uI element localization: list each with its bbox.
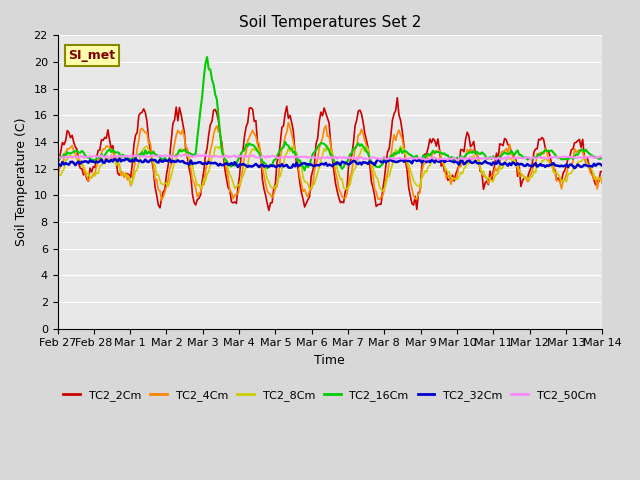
TC2_4Cm <box>363 143 371 149</box>
TC2_4Cm <box>157 197 165 203</box>
TC2_2Cm <box>509 152 516 157</box>
Line: TC2_2Cm: TC2_2Cm <box>58 98 602 210</box>
TC2_8Cm <box>502 157 510 163</box>
TC2_2Cm <box>598 168 606 174</box>
TC2_32Cm <box>361 160 369 166</box>
Legend: TC2_2Cm, TC2_4Cm, TC2_8Cm, TC2_16Cm, TC2_32Cm, TC2_50Cm: TC2_2Cm, TC2_4Cm, TC2_8Cm, TC2_16Cm, TC2… <box>59 385 601 405</box>
Line: TC2_32Cm: TC2_32Cm <box>58 158 602 168</box>
TC2_16Cm <box>363 149 371 155</box>
Line: TC2_8Cm: TC2_8Cm <box>58 146 602 191</box>
TC2_32Cm <box>175 158 183 164</box>
TC2_16Cm <box>204 54 211 60</box>
TC2_50Cm <box>502 157 510 163</box>
TC2_32Cm <box>598 163 606 168</box>
TC2_8Cm <box>598 176 606 181</box>
TC2_8Cm <box>361 149 369 155</box>
TC2_2Cm <box>394 95 401 101</box>
Line: TC2_16Cm: TC2_16Cm <box>58 57 602 170</box>
TC2_32Cm <box>500 160 508 166</box>
TC2_2Cm <box>54 160 61 166</box>
TC2_16Cm <box>502 151 510 156</box>
TC2_2Cm <box>174 118 182 123</box>
TC2_2Cm <box>60 142 68 147</box>
TC2_8Cm <box>174 150 182 156</box>
TC2_8Cm <box>379 188 387 194</box>
TC2_4Cm <box>502 146 510 152</box>
TC2_32Cm <box>218 162 225 168</box>
TC2_4Cm <box>509 154 516 159</box>
TC2_50Cm <box>174 153 182 158</box>
TC2_16Cm <box>174 151 182 157</box>
TC2_16Cm <box>54 155 61 161</box>
Text: SI_met: SI_met <box>68 49 116 62</box>
Line: TC2_4Cm: TC2_4Cm <box>58 122 602 200</box>
TC2_2Cm <box>216 132 224 138</box>
TC2_32Cm <box>508 162 515 168</box>
Y-axis label: Soil Temperature (C): Soil Temperature (C) <box>15 118 28 246</box>
TC2_50Cm <box>60 155 68 161</box>
TC2_4Cm <box>60 156 68 162</box>
TC2_16Cm <box>218 147 225 153</box>
TC2_32Cm <box>54 159 61 165</box>
TC2_2Cm <box>265 207 273 213</box>
TC2_50Cm <box>454 157 461 163</box>
TC2_4Cm <box>175 130 183 136</box>
Title: Soil Temperatures Set 2: Soil Temperatures Set 2 <box>239 15 421 30</box>
TC2_4Cm <box>54 173 61 179</box>
TC2_8Cm <box>54 174 61 180</box>
TC2_50Cm <box>509 156 516 161</box>
TC2_8Cm <box>216 144 224 149</box>
TC2_4Cm <box>218 144 225 149</box>
TC2_16Cm <box>301 168 308 173</box>
Line: TC2_50Cm: TC2_50Cm <box>58 155 602 160</box>
X-axis label: Time: Time <box>314 354 345 367</box>
TC2_4Cm <box>285 120 292 125</box>
TC2_50Cm <box>361 156 369 161</box>
TC2_8Cm <box>60 166 68 172</box>
TC2_50Cm <box>193 152 201 157</box>
TC2_8Cm <box>324 143 332 149</box>
TC2_2Cm <box>361 131 369 136</box>
TC2_50Cm <box>54 154 61 160</box>
TC2_8Cm <box>509 160 516 166</box>
TC2_16Cm <box>60 151 68 157</box>
TC2_32Cm <box>571 165 579 171</box>
TC2_16Cm <box>509 150 516 156</box>
TC2_32Cm <box>115 156 123 161</box>
TC2_16Cm <box>598 155 606 161</box>
TC2_50Cm <box>598 154 606 160</box>
TC2_4Cm <box>598 180 606 186</box>
TC2_32Cm <box>60 162 68 168</box>
TC2_2Cm <box>502 137 510 143</box>
TC2_50Cm <box>218 153 225 159</box>
